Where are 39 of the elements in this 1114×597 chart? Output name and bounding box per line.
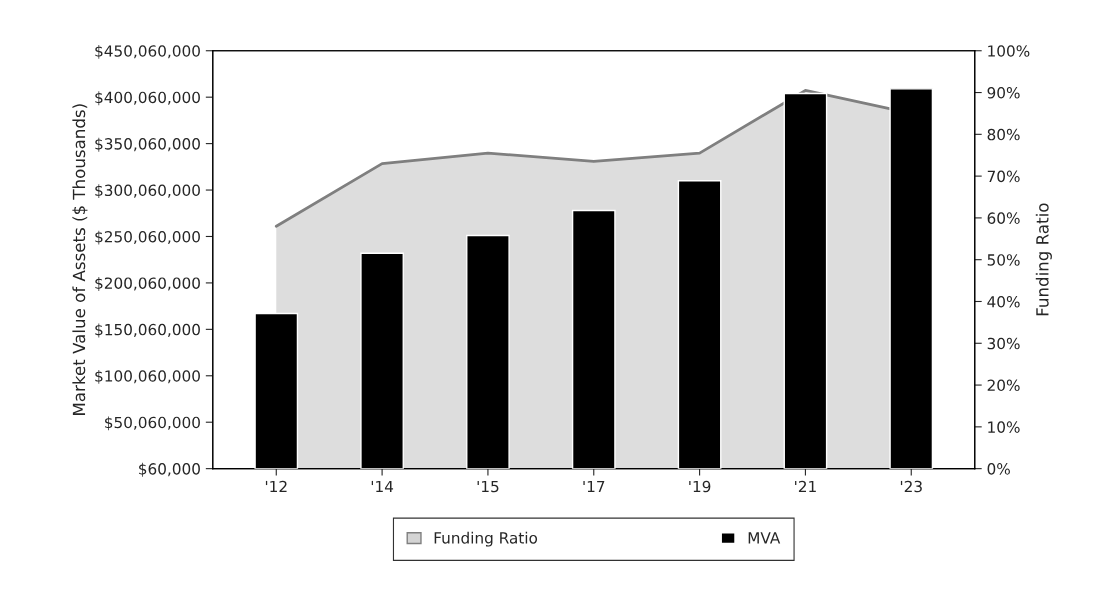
y2-tick-label: 20% — [987, 379, 1020, 392]
x-tick-label: '15 — [477, 480, 499, 493]
y2-tick-label: 90% — [987, 87, 1020, 99]
y-tick-label: $200,060,000 — [95, 277, 200, 291]
y-tick-label: $250,060,000 — [95, 230, 200, 245]
bar — [889, 88, 934, 469]
y2-tick-label: 80% — [987, 128, 1020, 141]
y2-tick-label: 50% — [987, 254, 1020, 266]
y2-tick-label: 30% — [987, 337, 1020, 350]
y2-tick-label: 100% — [988, 45, 1030, 57]
x-tick-label: '21 — [795, 480, 816, 493]
y-tick-label: $50,060,000 — [105, 416, 200, 431]
bar — [360, 252, 404, 469]
x-tick-label: '23 — [900, 480, 922, 493]
x-tick-label: '19 — [689, 480, 711, 493]
bar — [783, 92, 828, 469]
bar — [571, 209, 616, 469]
x-tick-label: '17 — [583, 480, 605, 493]
y-tick-label: $350,060,000 — [95, 137, 200, 152]
bar — [466, 234, 510, 469]
bar — [254, 312, 299, 469]
y2-tick-label: 10% — [988, 421, 1020, 433]
x-tick-label: '12 — [265, 480, 287, 493]
y-tick-label: $300,060,000 — [95, 184, 200, 199]
y2-tick-label: 60% — [987, 212, 1020, 224]
bar — [677, 180, 722, 469]
x-tick-label: '14 — [371, 480, 394, 493]
y-tick-label: $450,060,000 — [95, 44, 200, 59]
y2-tick-label: 70% — [987, 170, 1020, 183]
legend-label: Funding Ratio — [434, 531, 538, 547]
y-tick-label: $60,000 — [139, 462, 200, 477]
y-axis-title: Market Value of Assets ($ Thousands) — [72, 104, 88, 415]
y-tick-label: $150,060,000 — [95, 323, 200, 338]
y2-tick-label: 0% — [987, 463, 1010, 475]
legend-label: MVA — [748, 532, 781, 544]
y2-tick-label: 40% — [987, 295, 1020, 308]
y-tick-label: $400,060,000 — [95, 91, 200, 106]
y2-axis-title: Funding Ratio — [1035, 203, 1052, 316]
y-tick-label: $100,060,000 — [95, 369, 200, 384]
